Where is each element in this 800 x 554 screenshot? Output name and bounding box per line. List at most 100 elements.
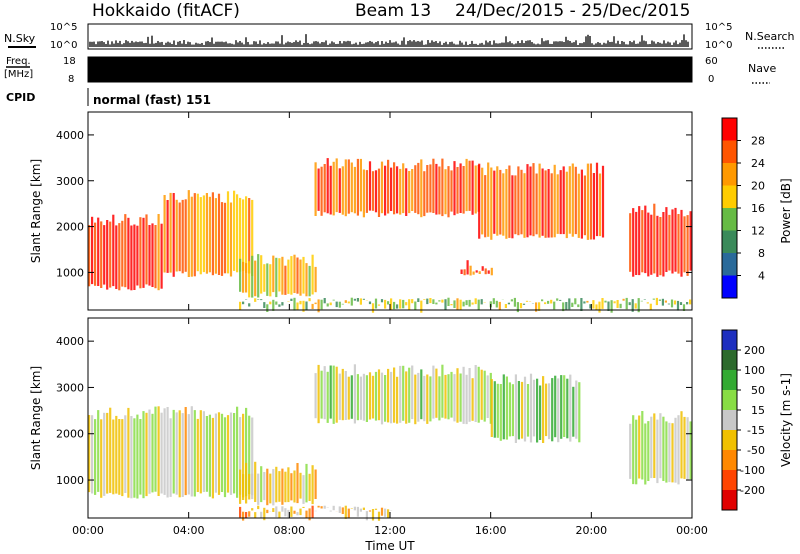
power-cell — [94, 222, 97, 286]
power-cell — [673, 300, 677, 305]
power-cell — [508, 165, 511, 238]
velocity-cell — [311, 505, 314, 518]
colorbar-tick-label: 8 — [758, 247, 765, 260]
power-cell — [631, 299, 634, 312]
velocity-cell — [242, 511, 245, 521]
power-cell — [571, 163, 574, 237]
velocity-cell — [308, 508, 311, 521]
velocity-cell — [100, 419, 103, 498]
power-cell — [438, 300, 441, 302]
power-cell — [269, 264, 272, 297]
colorbar-swatch — [722, 208, 737, 231]
velocity-cell — [362, 373, 365, 421]
power-cell — [405, 302, 408, 306]
power-cell — [133, 224, 136, 290]
power-cell — [550, 173, 553, 238]
velocity-cell — [208, 414, 211, 497]
velocity-cell — [233, 413, 236, 494]
power-cell — [356, 158, 359, 216]
power-cell — [441, 158, 444, 217]
power-cell — [405, 168, 408, 216]
power-cell — [371, 303, 375, 313]
velocity-cell — [266, 509, 269, 514]
power-cell — [326, 158, 329, 214]
velocity-cell — [680, 411, 683, 479]
freq-hi: 18 — [63, 56, 76, 67]
power-cell — [175, 199, 178, 272]
velocity-cell — [239, 469, 242, 504]
velocity-cell — [686, 417, 689, 481]
velocity-colorbar-ticks: 200 100 50 15 -15 -50 -100 -200 — [737, 344, 765, 497]
velocity-cell — [320, 506, 323, 509]
velocity-cell — [299, 472, 302, 499]
velocity-cell — [278, 471, 281, 502]
velocity-cell — [251, 417, 254, 496]
colorbar-swatch — [722, 330, 737, 350]
power-cell — [562, 166, 565, 235]
velocity-cell — [254, 461, 257, 502]
colorbar-tick-label: 16 — [751, 202, 765, 215]
velocity-cell — [103, 412, 106, 496]
power-cell — [305, 263, 308, 297]
power-cell — [574, 298, 577, 305]
power-cell — [211, 192, 214, 276]
velocity-cell — [511, 384, 514, 437]
power-cell — [686, 215, 689, 276]
velocity-cell — [520, 381, 524, 439]
power-cell — [471, 302, 474, 305]
power-cell — [670, 299, 674, 308]
power-cell — [520, 169, 523, 235]
velocity-cell — [266, 468, 269, 506]
velocity-cell — [551, 378, 554, 442]
velocity-cell — [344, 371, 347, 420]
power-panel: 1000 2000 3000 4000 Slant Range [km] — [29, 111, 693, 313]
power-cell — [329, 165, 332, 215]
velocity-cell — [353, 364, 356, 424]
velocity-cell — [287, 509, 290, 518]
power-cell — [538, 302, 541, 311]
power-cell — [314, 302, 317, 305]
power-cell — [559, 170, 562, 235]
power-cell — [272, 255, 275, 293]
power-cell — [139, 217, 142, 289]
velocity-cell — [359, 508, 362, 512]
power-cell — [544, 170, 547, 238]
velocity-cell — [245, 512, 248, 518]
power-cell — [299, 259, 302, 296]
power-cell — [223, 202, 227, 274]
velocity-cell — [248, 415, 251, 495]
power-cell — [359, 298, 362, 305]
velocity-cell — [199, 410, 202, 494]
power-cell — [368, 301, 372, 305]
power-cell — [595, 162, 599, 237]
power-cell — [248, 303, 251, 307]
power-cell — [453, 161, 456, 216]
power-cell — [278, 258, 281, 292]
power-cell — [553, 301, 556, 310]
velocity-cell — [526, 384, 530, 437]
velocity-cell — [275, 506, 278, 518]
velocity-cell — [323, 505, 326, 509]
power-cell — [514, 175, 517, 235]
power-cell — [459, 163, 462, 213]
velocity-cell — [426, 374, 429, 424]
velocity-cell — [390, 371, 393, 424]
power-colorbar-ticks: 28 24 20 16 12 8 4 — [737, 135, 765, 283]
power-cell — [124, 214, 127, 288]
power-cell — [160, 223, 163, 289]
power-cell — [469, 265, 472, 276]
power-cell — [432, 158, 435, 213]
power-cell — [423, 299, 426, 300]
velocity-cell — [217, 412, 221, 495]
power-cell — [664, 300, 667, 303]
power-cell — [565, 302, 568, 310]
velocity-cell — [341, 507, 344, 514]
velocity-cell — [536, 378, 539, 443]
velocity-cell — [480, 369, 483, 420]
power-cell — [320, 166, 323, 216]
velocity-cell — [245, 407, 248, 497]
y-tick-label: 2000 — [56, 221, 84, 234]
power-cell — [471, 160, 474, 215]
velocity-cell — [332, 365, 335, 424]
power-cell — [640, 300, 643, 302]
